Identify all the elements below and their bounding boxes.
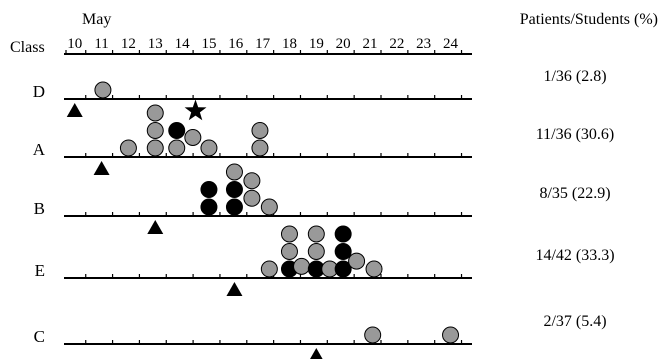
case-point-gray (251, 122, 269, 139)
x-tick-label: 23 (416, 36, 431, 52)
case-point-gray (251, 139, 269, 157)
triangle-marker (310, 348, 323, 359)
rate-label: 14/42 (33.3) (535, 247, 614, 264)
x-tick-label: 11 (94, 36, 108, 52)
class-header: Class (10, 39, 45, 56)
class-label: D (33, 82, 45, 101)
class-row-c: C 2/37 (5.4) (34, 313, 607, 359)
class-label: C (34, 327, 45, 346)
case-point-gray (260, 260, 278, 278)
class-label: A (33, 140, 46, 159)
case-point-gray (146, 122, 164, 139)
class-label: E (35, 261, 45, 280)
case-point-gray (200, 139, 218, 157)
case-point-gray (146, 104, 164, 122)
x-tick-label: 15 (201, 36, 216, 52)
class-row-b: B 8/35 (22.9) (34, 163, 611, 234)
triangle-marker (66, 103, 83, 117)
case-point-gray (260, 198, 278, 216)
x-tick-label: 18 (282, 36, 297, 52)
case-point-gray (348, 252, 366, 270)
case-point-gray (280, 225, 298, 243)
case-point-gray (119, 139, 137, 157)
case-point-gray (307, 243, 325, 260)
x-tick-label: 12 (121, 36, 136, 52)
rate-label: 11/36 (30.6) (536, 126, 615, 143)
x-tick-label: 10 (67, 36, 82, 52)
x-tick-label: 19 (309, 36, 324, 52)
class-row-e: E 14/42 (33.3) (35, 225, 615, 296)
star-marker (184, 99, 207, 121)
case-point-gray (243, 172, 261, 190)
case-point-black (225, 198, 243, 216)
case-point-gray (364, 326, 382, 344)
case-point-black (334, 260, 352, 278)
case-point-black (334, 243, 352, 260)
triangle-marker (147, 220, 164, 234)
x-tick-label: 20 (336, 36, 351, 52)
case-point-gray (225, 163, 243, 181)
rate-label: 2/37 (5.4) (543, 313, 606, 330)
case-point-gray (184, 129, 202, 146)
case-point-gray (146, 139, 164, 157)
x-tick-label: 16 (228, 36, 244, 52)
triangle-marker (226, 282, 243, 296)
case-point-gray (365, 260, 383, 278)
case-point-gray (442, 326, 460, 344)
class-row-d: D 1/36 (2.8) (33, 68, 607, 117)
x-tick-label: 14 (175, 36, 191, 52)
triangle-marker (93, 161, 110, 175)
class-rows: D 1/36 (2.8) A 11/36 (30.6) B 8/35 (22.9) E 14/… (33, 68, 615, 359)
case-point-gray (94, 81, 112, 99)
x-axis-ticks: 10 11 12 13 14 15 16 17 18 19 20 21 22 23 24 (64, 36, 472, 55)
rate-label: 1/36 (2.8) (543, 68, 606, 85)
case-point-gray (168, 139, 186, 157)
class-row-a: A 11/36 (30.6) (33, 99, 615, 175)
case-point-gray (280, 243, 298, 260)
x-tick-label: 17 (255, 36, 271, 52)
x-tick-label: 21 (363, 36, 378, 52)
case-point-black (168, 122, 186, 139)
case-point-black (200, 181, 218, 198)
rate-header: Patients/Students (%) (520, 11, 658, 28)
x-tick-label: 22 (389, 36, 404, 52)
case-point-black (200, 198, 218, 216)
case-point-black (225, 181, 243, 198)
class-label: B (34, 199, 45, 218)
x-tick-label: 24 (443, 36, 459, 52)
case-point-black (334, 225, 352, 243)
case-point-gray (243, 189, 261, 207)
month-label: May (82, 11, 111, 28)
x-tick-label: 13 (148, 36, 163, 52)
rate-label: 8/35 (22.9) (539, 185, 610, 202)
case-point-gray (307, 225, 325, 243)
case-point-gray (293, 257, 311, 275)
